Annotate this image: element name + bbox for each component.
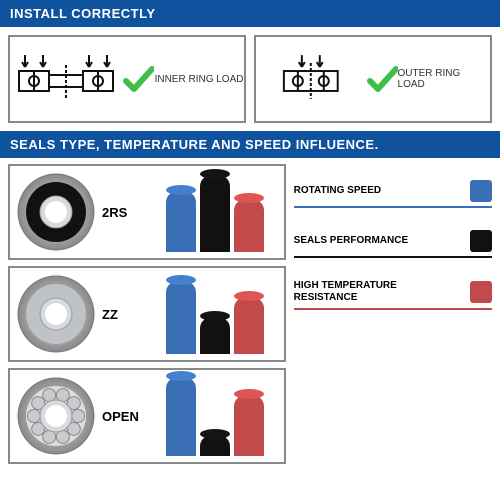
bar-red — [234, 296, 264, 354]
bar-red — [234, 198, 264, 252]
outer-ring-label: OUTER RING LOAD — [398, 68, 490, 90]
seals-title-banner: SEALS TYPE, TEMPERATURE AND SPEED INFLUE… — [0, 131, 500, 158]
legend-label: ROTATING SPEED — [294, 185, 381, 197]
legend-swatch — [470, 180, 492, 202]
legend-label: HIGH TEMPERATURE RESISTANCE — [294, 280, 434, 304]
seal-rows: 2RS ZZ OPEN — [8, 164, 286, 464]
legend-swatch — [470, 230, 492, 252]
seal-label: ZZ — [102, 307, 146, 322]
install-title-banner: INSTALL CORRECTLY — [0, 0, 500, 27]
bearing-icon — [16, 376, 96, 456]
bar-chart — [152, 376, 278, 456]
seal-label: OPEN — [102, 409, 146, 424]
legend-swatch — [470, 281, 492, 303]
bar-red — [234, 394, 264, 456]
bearing-icon — [16, 274, 96, 354]
check-icon — [366, 63, 398, 95]
bar-blue — [166, 190, 196, 252]
seal-row: ZZ — [8, 266, 286, 362]
install-section: INNER RING LOAD OUTER RING LOAD — [0, 27, 500, 131]
bar-black — [200, 316, 230, 354]
legend-item: ROTATING SPEED — [294, 180, 492, 208]
seal-row: 2RS — [8, 164, 286, 260]
inner-ring-label: INNER RING LOAD — [155, 74, 244, 85]
legend: ROTATING SPEED SEALS PERFORMANCE HIGH TE… — [294, 164, 492, 464]
bar-blue — [166, 376, 196, 456]
install-box-outer: OUTER RING LOAD — [254, 35, 492, 123]
seal-row: OPEN — [8, 368, 286, 464]
seals-section: 2RS ZZ OPEN ROTATING — [0, 158, 500, 472]
legend-item: SEALS PERFORMANCE — [294, 230, 492, 258]
legend-label: SEALS PERFORMANCE — [294, 235, 408, 247]
legend-item: HIGH TEMPERATURE RESISTANCE — [294, 280, 492, 310]
bar-black — [200, 434, 230, 456]
bar-chart — [152, 274, 278, 354]
seal-label: 2RS — [102, 205, 146, 220]
check-icon — [122, 63, 154, 95]
outer-ring-diagram — [256, 49, 366, 109]
bar-chart — [152, 172, 278, 252]
inner-ring-diagram — [11, 49, 121, 109]
bearing-icon — [16, 172, 96, 252]
bar-black — [200, 174, 230, 252]
install-box-inner: INNER RING LOAD — [8, 35, 246, 123]
bar-blue — [166, 280, 196, 354]
